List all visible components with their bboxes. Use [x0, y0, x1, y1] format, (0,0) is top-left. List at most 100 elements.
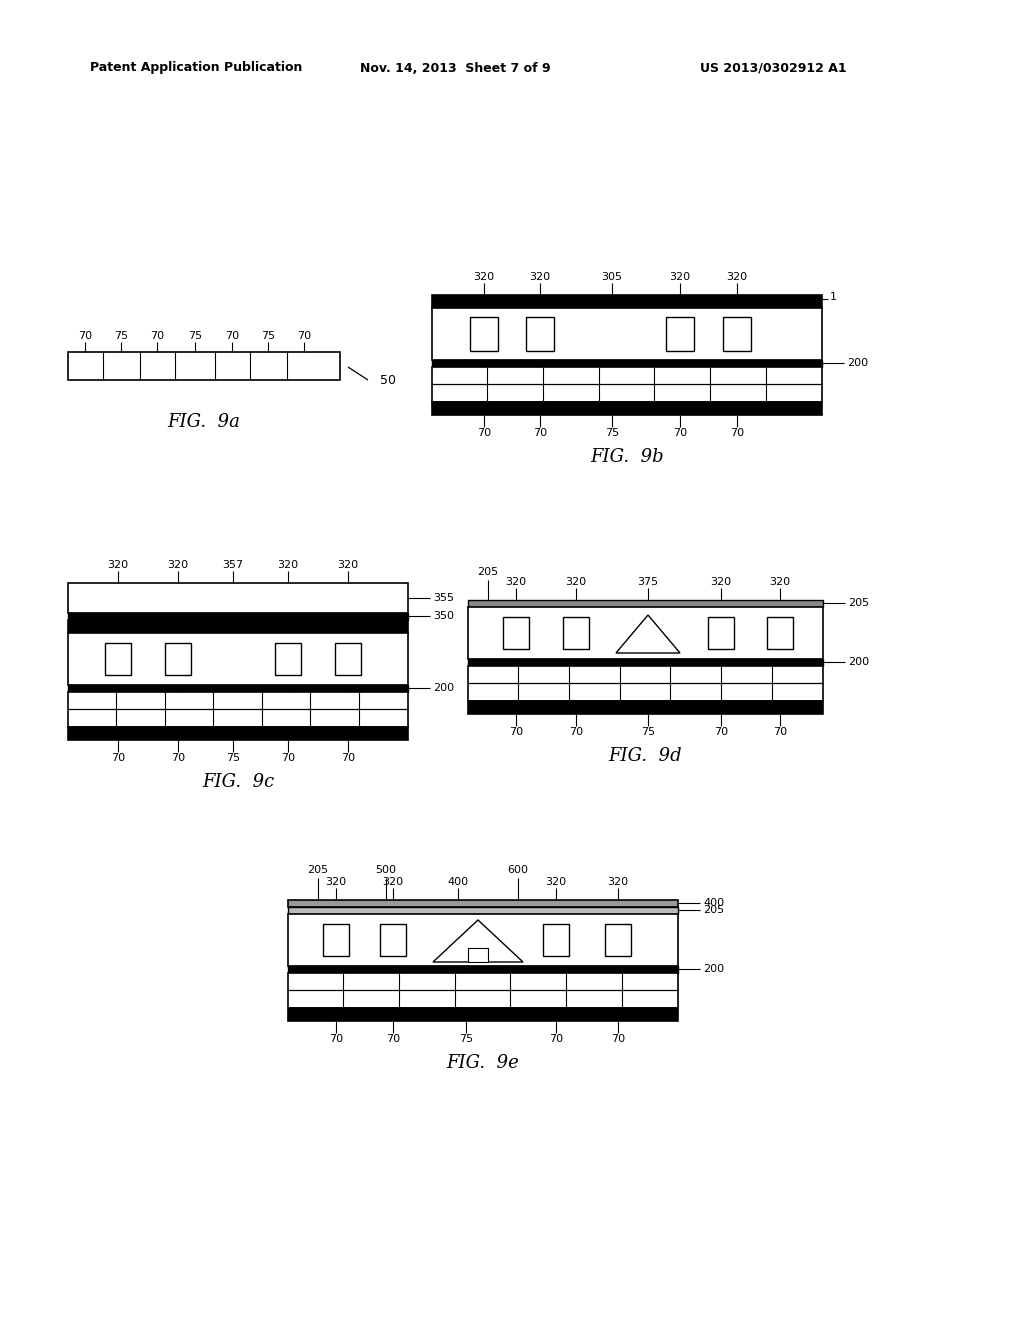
Text: 320: 320 — [338, 560, 358, 570]
Text: 500: 500 — [376, 865, 396, 875]
Text: 75: 75 — [605, 428, 620, 438]
Text: 70: 70 — [773, 727, 787, 737]
Text: 75: 75 — [188, 331, 202, 341]
Text: 320: 320 — [565, 577, 587, 587]
Bar — [605, 924, 631, 956]
Text: 70: 70 — [714, 727, 728, 737]
Text: 75: 75 — [261, 331, 275, 341]
Bar — [68, 634, 408, 685]
Bar — [68, 727, 408, 741]
Text: 357: 357 — [222, 560, 244, 570]
Bar — [470, 317, 498, 351]
Text: 70: 70 — [111, 752, 125, 763]
Bar — [288, 913, 678, 966]
Text: 350: 350 — [433, 611, 454, 620]
Polygon shape — [616, 615, 680, 653]
Text: 320: 320 — [529, 272, 551, 282]
Text: 200: 200 — [847, 358, 868, 368]
Text: 75: 75 — [114, 331, 128, 341]
Text: FIG.  9c: FIG. 9c — [202, 774, 274, 791]
Text: 205: 205 — [703, 906, 724, 915]
Bar — [543, 924, 569, 956]
Text: 70: 70 — [150, 331, 164, 341]
Text: 320: 320 — [769, 577, 791, 587]
Text: 320: 320 — [670, 272, 690, 282]
Bar — [468, 948, 488, 962]
Text: 600: 600 — [508, 865, 528, 875]
Bar — [468, 701, 823, 714]
Text: 305: 305 — [601, 272, 623, 282]
Bar — [432, 308, 822, 360]
Text: 70: 70 — [569, 727, 583, 737]
Text: 75: 75 — [459, 1034, 473, 1044]
Text: 70: 70 — [730, 428, 744, 438]
Text: 400: 400 — [447, 876, 469, 887]
Bar — [105, 643, 131, 675]
Text: 70: 70 — [171, 752, 185, 763]
Text: 70: 70 — [78, 331, 92, 341]
Bar — [288, 907, 678, 913]
Text: 70: 70 — [611, 1034, 625, 1044]
Bar — [288, 966, 678, 973]
Bar — [708, 616, 734, 649]
Text: 320: 320 — [607, 876, 629, 887]
Text: 70: 70 — [509, 727, 523, 737]
Text: 320: 320 — [726, 272, 748, 282]
Text: 320: 320 — [326, 876, 346, 887]
Bar — [380, 924, 406, 956]
Text: 375: 375 — [637, 577, 658, 587]
Text: 320: 320 — [278, 560, 299, 570]
Bar — [432, 367, 822, 403]
Bar — [503, 616, 529, 649]
Bar — [432, 294, 822, 308]
Bar — [432, 360, 822, 367]
Text: 320: 320 — [473, 272, 495, 282]
Text: 200: 200 — [703, 964, 724, 974]
Text: 70: 70 — [329, 1034, 343, 1044]
Bar — [723, 317, 751, 351]
Text: FIG.  9d: FIG. 9d — [608, 747, 682, 766]
Bar — [335, 643, 361, 675]
Text: Patent Application Publication: Patent Application Publication — [90, 62, 302, 74]
Bar — [288, 973, 678, 1008]
Text: 70: 70 — [549, 1034, 563, 1044]
Text: Nov. 14, 2013  Sheet 7 of 9: Nov. 14, 2013 Sheet 7 of 9 — [360, 62, 551, 74]
Text: 400: 400 — [703, 898, 724, 908]
Bar — [468, 659, 823, 667]
Text: 320: 320 — [506, 577, 526, 587]
Bar — [767, 616, 793, 649]
Text: 70: 70 — [341, 752, 355, 763]
Bar — [165, 643, 191, 675]
Bar — [468, 607, 823, 659]
Text: 70: 70 — [386, 1034, 400, 1044]
Text: 320: 320 — [546, 876, 566, 887]
Text: 205: 205 — [307, 865, 329, 875]
Bar — [68, 620, 408, 634]
Bar — [323, 924, 349, 956]
Bar — [68, 612, 408, 620]
Bar — [563, 616, 589, 649]
Text: FIG.  9a: FIG. 9a — [168, 413, 241, 432]
Text: US 2013/0302912 A1: US 2013/0302912 A1 — [700, 62, 847, 74]
Text: FIG.  9b: FIG. 9b — [590, 447, 664, 466]
Text: 320: 320 — [382, 876, 403, 887]
Text: 50: 50 — [380, 374, 396, 387]
Bar — [666, 317, 694, 351]
Text: 320: 320 — [168, 560, 188, 570]
Text: FIG.  9e: FIG. 9e — [446, 1053, 519, 1072]
Bar — [288, 900, 678, 907]
Text: 1: 1 — [830, 292, 837, 302]
Bar — [288, 1008, 678, 1020]
Text: 200: 200 — [433, 682, 454, 693]
Bar — [68, 352, 340, 380]
Bar — [68, 692, 408, 727]
Text: 70: 70 — [673, 428, 687, 438]
Text: 355: 355 — [433, 593, 454, 603]
Text: 75: 75 — [641, 727, 655, 737]
Polygon shape — [433, 920, 523, 962]
Bar — [468, 601, 823, 607]
Text: 70: 70 — [532, 428, 547, 438]
Text: 320: 320 — [711, 577, 731, 587]
Text: 320: 320 — [108, 560, 129, 570]
Text: 70: 70 — [225, 331, 239, 341]
